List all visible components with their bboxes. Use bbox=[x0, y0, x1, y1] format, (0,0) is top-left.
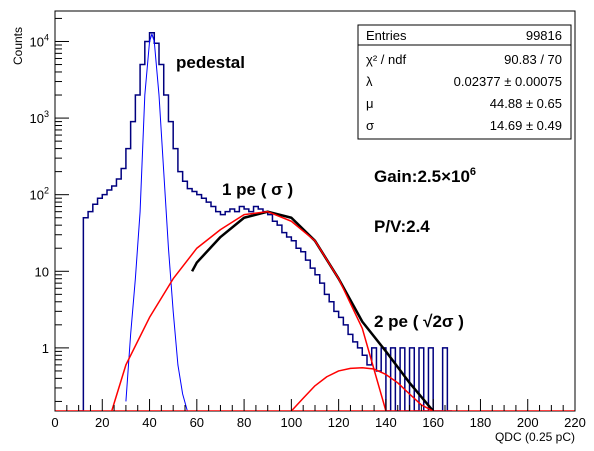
y-tick-label-exponent: 3 bbox=[44, 109, 49, 119]
pv-annotation: P/V:2.4 bbox=[374, 217, 430, 236]
x-tick-label: 180 bbox=[470, 415, 492, 430]
y-tick-label: 1 bbox=[42, 341, 49, 356]
stats-label: Entries bbox=[366, 28, 407, 43]
one-pe-annotation: 1 pe ( σ ) bbox=[222, 180, 293, 199]
x-axis-title: QDC (0.25 pC) bbox=[495, 430, 575, 444]
y-tick-label-exponent: 4 bbox=[44, 32, 49, 42]
y-tick-label-exponent: 2 bbox=[44, 186, 49, 196]
stats-value: 90.83 / 70 bbox=[504, 52, 562, 67]
y-tick-label: 104 bbox=[30, 32, 49, 49]
pedestal-annotation: pedestal bbox=[176, 53, 245, 72]
x-tick-label: 100 bbox=[281, 415, 303, 430]
data-layer bbox=[55, 32, 575, 411]
pedestal-fit-curve bbox=[125, 33, 188, 411]
stats-label: μ bbox=[366, 96, 374, 111]
y-tick-label-base: 10 bbox=[30, 111, 44, 126]
x-tick-label: 220 bbox=[564, 415, 586, 430]
y-tick-label-base: 10 bbox=[30, 188, 44, 203]
x-tick-label: 200 bbox=[517, 415, 539, 430]
x-tick-label: 80 bbox=[237, 415, 251, 430]
stats-label: χ² / ndf bbox=[366, 52, 406, 67]
stats-value: 44.88 ± 0.65 bbox=[490, 96, 562, 111]
total-fit-curve bbox=[190, 210, 435, 411]
stats-box-frame bbox=[357, 24, 572, 140]
stats-label: σ bbox=[366, 118, 374, 133]
gain-annotation-exponent: 6 bbox=[470, 166, 476, 178]
x-tick-label: 40 bbox=[142, 415, 156, 430]
x-tick-label: 0 bbox=[51, 415, 58, 430]
stats-box: Entries 99816 χ² / ndf 90.83 / 70 λ 0.02377 ±… bbox=[357, 24, 572, 140]
x-tick-label: 160 bbox=[422, 415, 444, 430]
2-pe-component-curve bbox=[290, 367, 434, 411]
x-axis: 0 20 40 60 80 100 120 140 160 180 200 220 bbox=[51, 399, 586, 430]
y-tick-label-base: 1 bbox=[42, 341, 49, 356]
y-tick-label: 10 bbox=[35, 264, 49, 279]
gain-annotation-text: Gain:2.5×10 bbox=[374, 167, 470, 186]
stats-value: 14.69 ± 0.49 bbox=[490, 118, 562, 133]
y-tick-label: 103 bbox=[30, 109, 49, 126]
stats-value: 0.02377 ± 0.00075 bbox=[454, 74, 562, 89]
stats-label: λ bbox=[366, 74, 373, 89]
x-tick-label: 140 bbox=[375, 415, 397, 430]
x-tick-label: 120 bbox=[328, 415, 350, 430]
x-tick-label: 60 bbox=[190, 415, 204, 430]
y-tick-label: 102 bbox=[30, 186, 49, 203]
1-pe-component-curve bbox=[111, 210, 387, 411]
stats-value: 99816 bbox=[526, 28, 562, 43]
y-axis-title: Counts bbox=[11, 27, 25, 65]
x-tick-label: 20 bbox=[95, 415, 109, 430]
y-tick-label-base: 10 bbox=[35, 264, 49, 279]
two-pe-annotation: 2 pe ( √2σ ) bbox=[374, 312, 464, 331]
gain-annotation: Gain:2.5×106 bbox=[374, 166, 476, 186]
y-tick-label-base: 10 bbox=[30, 34, 44, 49]
